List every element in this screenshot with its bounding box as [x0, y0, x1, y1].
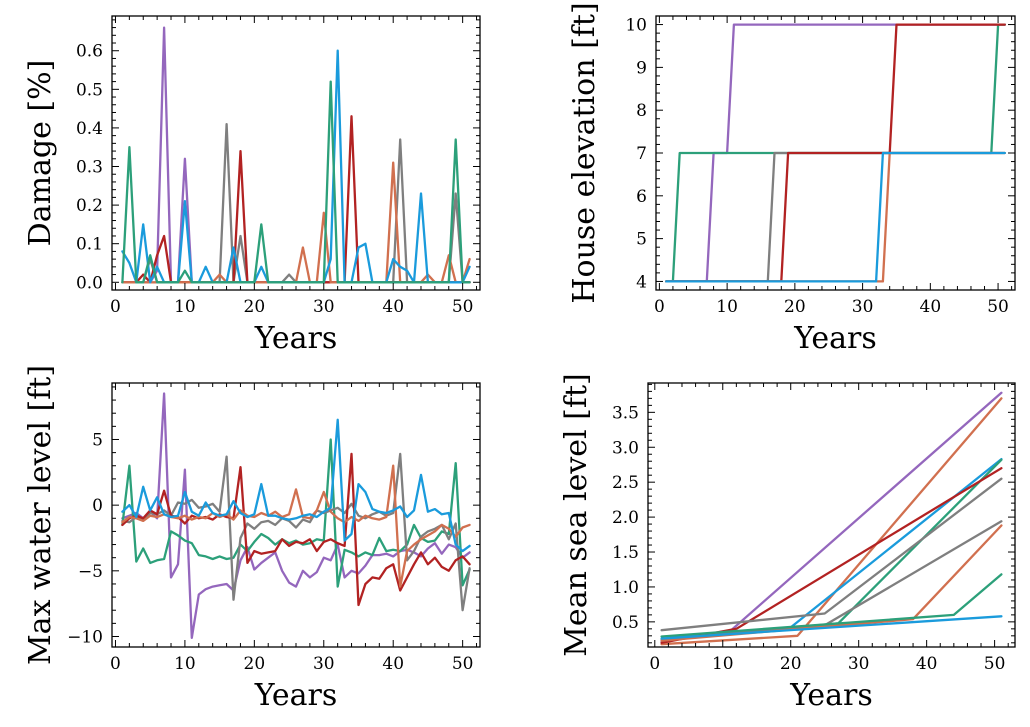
y-tick-label: 0.6: [76, 42, 103, 62]
series-line-10: [660, 615, 1003, 640]
series-line-6: [660, 477, 1003, 632]
x-tick-label: 20: [780, 654, 802, 674]
x-tick-label: 50: [987, 297, 1009, 317]
series-group: [121, 26, 471, 284]
x-tick-label: 10: [174, 654, 196, 674]
y-tick-label: 0: [92, 496, 103, 516]
y-tick-label: 2.5: [612, 473, 639, 493]
series-line-5: [121, 464, 471, 588]
series-line-2: [660, 397, 1003, 646]
series-line-5: [660, 467, 1003, 644]
series-line-4: [121, 452, 471, 607]
series-line-4: [121, 161, 471, 284]
series-line-3: [121, 115, 471, 284]
series-line-6: [665, 151, 1006, 283]
x-tick-label: 30: [852, 297, 874, 317]
y-axis-label: House elevation [ft]: [567, 2, 602, 303]
series-line-5: [121, 49, 471, 284]
y-tick-label: 0.1: [76, 235, 103, 255]
y-tick-label: 2.0: [612, 508, 639, 528]
x-axis-label: Years: [793, 321, 877, 356]
series-line-3: [665, 151, 1006, 283]
x-tick-label: 10: [174, 297, 196, 317]
y-tick-label: 8: [636, 101, 647, 121]
y-tick-label: 1.5: [612, 543, 639, 563]
y-tick-label: 0.0: [76, 273, 103, 293]
y-tick-label: 5: [636, 230, 647, 250]
x-tick-label: 20: [784, 297, 806, 317]
x-tick-label: 30: [848, 654, 870, 674]
series-group: [665, 23, 1006, 283]
y-tick-label: 4: [636, 272, 647, 292]
x-tick-label: 30: [313, 297, 335, 317]
series-line-5: [665, 151, 1006, 283]
x-axis-label: Years: [789, 678, 873, 713]
y-tick-label: 0.2: [76, 196, 103, 216]
x-axis-label: Years: [254, 321, 338, 356]
series-group: [660, 391, 1003, 646]
y-tick-label: 5: [92, 430, 103, 450]
chart-panel-max-water-level: 0 10 20 30 40 50 −10 −5 0 5 Years Max water level […: [23, 365, 481, 713]
y-tick-label: 3.0: [612, 438, 639, 458]
x-tick-label: 40: [916, 654, 938, 674]
y-axis-label: Mean sea level [ft]: [559, 373, 594, 657]
x-tick-label: 50: [984, 654, 1006, 674]
y-tick-label: 0.5: [612, 613, 639, 633]
y-axis-label: Damage [%]: [23, 60, 58, 247]
series-line-6: [121, 80, 471, 284]
chart-panel-mean-sea-level: 0 10 20 30 40 50 0.5 1.0 1.5 2.0 2.5 3.0 3.5 Years Mea…: [559, 373, 1016, 713]
series-line-6: [121, 418, 471, 553]
series-line-1: [121, 122, 471, 284]
series-line-9: [660, 573, 1003, 638]
x-tick-label: 40: [920, 297, 942, 317]
y-tick-label: 0.3: [76, 158, 103, 178]
series-line-2: [121, 438, 471, 588]
x-axis-label: Years: [254, 678, 338, 713]
x-tick-label: 40: [382, 654, 404, 674]
y-tick-label: 0.5: [76, 80, 103, 100]
x-tick-label: 0: [654, 297, 665, 317]
series-line-3: [121, 452, 471, 612]
y-tick-label: −5: [78, 562, 103, 582]
x-tick-label: 0: [110, 654, 121, 674]
x-tick-label: 20: [244, 297, 266, 317]
series-line-3: [660, 457, 1003, 640]
x-tick-label: 0: [649, 654, 660, 674]
y-tick-label: 7: [636, 144, 647, 164]
x-tick-label: 20: [244, 654, 266, 674]
x-tick-label: 50: [452, 297, 474, 317]
x-tick-label: 40: [382, 297, 404, 317]
chart-panel-house-elevation: 0 10 20 30 40 50 4 5 6 7 8 9 10 Years House elevation …: [567, 2, 1016, 356]
series-line-4: [660, 458, 1003, 642]
x-tick-label: 10: [712, 654, 734, 674]
y-tick-label: 6: [636, 187, 647, 207]
y-tick-label: 1.0: [612, 578, 639, 598]
y-axis-label: Max water level [ft]: [23, 365, 58, 665]
y-tick-label: 9: [636, 58, 647, 78]
series-line-1: [121, 392, 471, 639]
x-tick-label: 0: [110, 297, 121, 317]
x-tick-label: 30: [313, 654, 335, 674]
y-tick-label: 3.5: [612, 403, 639, 423]
series-group: [121, 392, 471, 639]
x-tick-label: 10: [716, 297, 738, 317]
x-tick-label: 50: [452, 654, 474, 674]
y-tick-label: 10: [625, 16, 647, 36]
chart-panel-damage: 0 10 20 30 40 50 0.0 0.1 0.2 0.3 0.4 0.5 0.6 Years Dam…: [23, 15, 481, 356]
y-tick-label: −10: [67, 627, 103, 647]
y-tick-label: 0.4: [76, 119, 103, 139]
